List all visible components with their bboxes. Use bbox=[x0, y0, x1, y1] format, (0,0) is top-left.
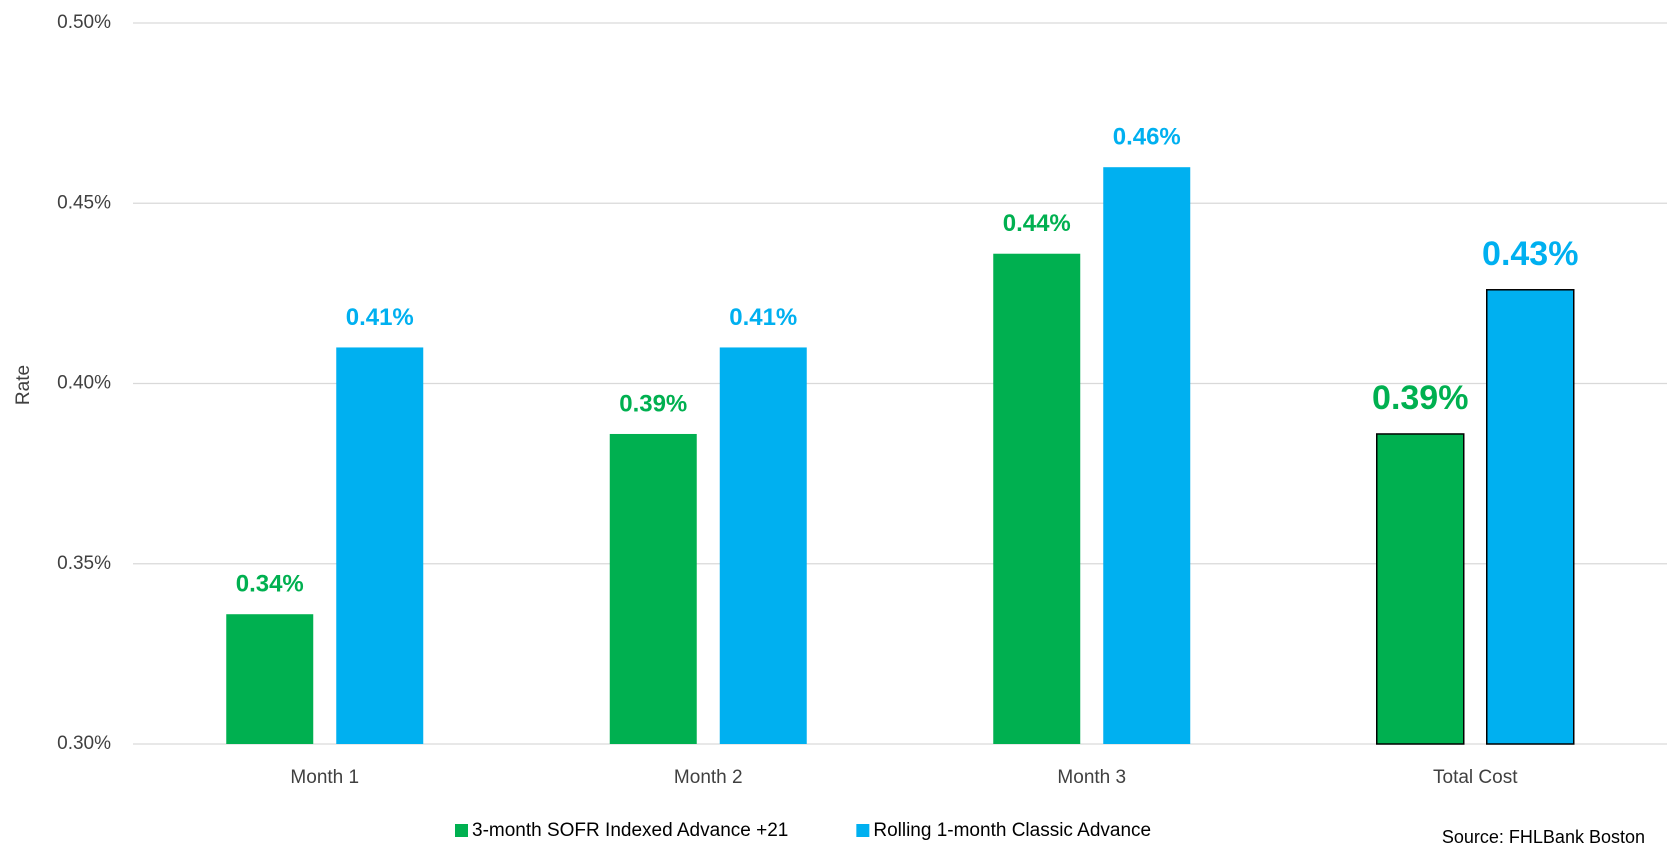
legend-swatch bbox=[856, 824, 870, 837]
bar bbox=[609, 433, 697, 744]
bar bbox=[1103, 167, 1191, 744]
y-tick-label: 0.40% bbox=[57, 373, 111, 394]
bar bbox=[1486, 289, 1575, 745]
value-label: 0.41% bbox=[346, 304, 414, 331]
value-label: 0.44% bbox=[1003, 210, 1071, 237]
bar bbox=[226, 614, 314, 744]
x-tick-label: Month 3 bbox=[1057, 767, 1126, 788]
x-tick-label: Month 2 bbox=[674, 767, 743, 788]
bar bbox=[336, 347, 424, 744]
value-label: 0.41% bbox=[729, 304, 797, 331]
legend-swatch bbox=[455, 824, 468, 837]
bar bbox=[993, 253, 1081, 744]
value-label: 0.39% bbox=[1372, 379, 1468, 417]
value-label: 0.46% bbox=[1113, 124, 1181, 151]
y-tick-label: 0.45% bbox=[57, 192, 111, 213]
value-label: 0.39% bbox=[619, 390, 687, 417]
legend-label: 3-month SOFR Indexed Advance +21 bbox=[472, 820, 788, 841]
y-tick-label: 0.30% bbox=[57, 733, 111, 754]
legend-label: Rolling 1-month Classic Advance bbox=[873, 820, 1151, 841]
y-tick-label: 0.35% bbox=[57, 553, 111, 574]
bar bbox=[719, 347, 807, 744]
bar bbox=[1376, 433, 1465, 745]
value-label: 0.43% bbox=[1482, 235, 1578, 273]
y-axis-label: Rate bbox=[13, 365, 34, 405]
x-tick-label: Month 1 bbox=[290, 767, 359, 788]
source: Source: FHLBank Boston bbox=[1442, 827, 1645, 845]
y-tick-label: 0.50% bbox=[57, 12, 111, 33]
value-label: 0.34% bbox=[236, 571, 304, 598]
x-tick-label: Total Cost bbox=[1433, 767, 1518, 788]
